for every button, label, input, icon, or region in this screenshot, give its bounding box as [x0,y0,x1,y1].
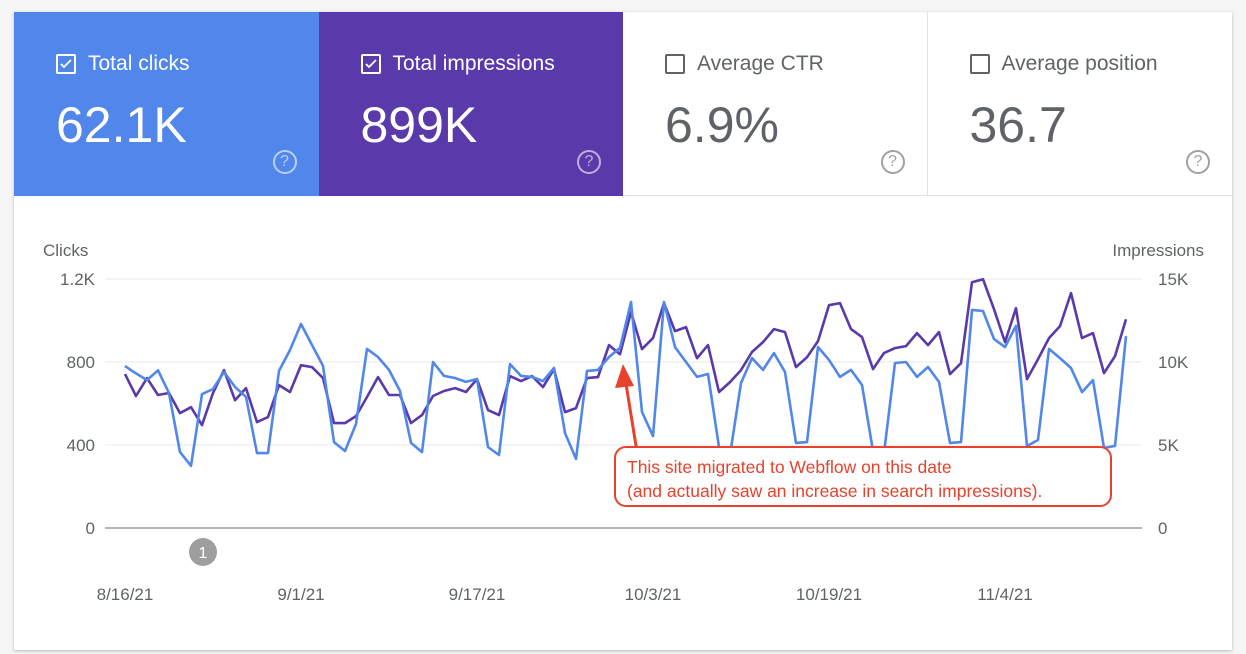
help-icon[interactable]: ? [1186,150,1210,174]
left-tick-label: 800 [67,353,95,372]
right-axis-label: Impressions [1112,241,1204,260]
help-icon[interactable]: ? [577,150,601,174]
card-total-impressions[interactable]: Total impressions 899K ? [318,12,623,196]
series-line-clicks [124,300,1128,468]
metric-cards: Total clicks 62.1K ? Total impressions 8… [14,12,1232,196]
right-tick-label: 5K [1158,436,1179,455]
card-value: 36.7 [969,97,1067,153]
checkbox-checked-icon[interactable] [56,54,76,74]
annotation-line-2: (and actually saw an increase in search … [627,481,1043,501]
card-value: 62.1K [56,97,187,153]
right-tick-label: 10K [1158,353,1189,372]
x-tick-label: 9/1/21 [277,585,324,604]
card-average-position[interactable]: Average position 36.7 ? [927,12,1232,196]
card-value: 6.9% [665,97,779,153]
right-tick-label: 0 [1158,519,1167,538]
annotation-arrow [615,364,640,459]
card-label: Average CTR [697,52,824,75]
card-total-clicks[interactable]: Total clicks 62.1K ? [14,12,319,196]
x-tick-label: 9/17/21 [449,585,506,604]
annotation-callout: This site migrated to Webflow on this da… [614,446,1112,507]
x-tick-label: 11/4/21 [977,585,1032,604]
card-average-ctr[interactable]: Average CTR 6.9% ? [623,12,928,196]
checkbox-unchecked-icon[interactable] [665,54,685,74]
series-line-impressions [123,277,1128,427]
card-value: 899K [360,97,478,153]
event-marker[interactable]: 1 [189,538,217,566]
left-tick-label: 400 [67,436,95,455]
x-tick-label: 10/19/21 [796,585,862,604]
help-icon[interactable]: ? [880,150,905,174]
event-marker-label: 1 [199,545,208,562]
right-tick-label: 15K [1158,270,1189,289]
left-axis-label: Clicks [43,241,88,260]
x-tick-label: 10/3/21 [625,585,682,604]
card-label: Total clicks [88,52,190,75]
card-label: Average position [1001,52,1158,75]
card-label: Total impressions [392,52,555,75]
left-tick-label: 0 [86,519,95,538]
left-tick-label: 1.2K [60,270,96,289]
checkbox-checked-icon[interactable] [360,54,381,74]
checkbox-unchecked-icon[interactable] [969,54,990,74]
performance-panel: Total clicks 62.1K ? Total impressions 8… [14,12,1232,650]
x-tick-label: 8/16/21 [97,585,154,604]
help-icon[interactable]: ? [272,150,297,174]
annotation-line-1: This site migrated to Webflow on this da… [627,457,952,477]
